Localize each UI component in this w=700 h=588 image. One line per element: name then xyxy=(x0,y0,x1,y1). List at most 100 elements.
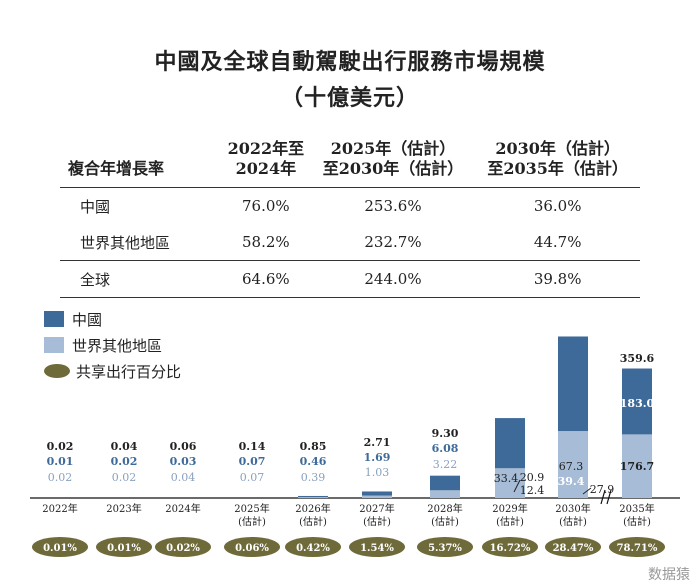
china-label-3: 0.07 xyxy=(239,455,266,468)
total-label-4: 0.85 xyxy=(300,440,327,453)
cagr-cell: 232.7% xyxy=(310,224,476,261)
share-oval-0 xyxy=(32,537,88,557)
total-label-0: 0.02 xyxy=(47,440,74,453)
rest-label-6: 3.22 xyxy=(433,458,458,471)
share-label-0: 0.01% xyxy=(43,543,77,554)
share-oval-4 xyxy=(285,537,341,557)
total-label-8: 67.3 xyxy=(559,460,584,473)
cagr-row-rest: 世界其他地區 58.2% 232.7% 44.7% xyxy=(60,224,640,261)
chart-legend: 中國 世界其他地區 共享出行百分比 xyxy=(44,306,181,384)
x-tick-label-4: 2026年 xyxy=(295,502,330,515)
cagr-row-label: 中國 xyxy=(80,197,111,216)
china-label-1: 0.02 xyxy=(111,455,138,468)
share-oval-2 xyxy=(155,537,211,557)
cagr-col-header-line2: 2024年 xyxy=(235,159,297,178)
legend-item-rest: 世界其他地區 xyxy=(44,332,181,358)
bar-china-6 xyxy=(430,475,460,491)
legend-label-share: 共享出行百分比 xyxy=(76,362,182,381)
cagr-col-header: 2025年（估計） 至2030年（估計） xyxy=(310,135,476,188)
bar-china-4 xyxy=(298,495,328,498)
watermark: 数据猿 xyxy=(648,567,690,583)
share-label-3: 0.06% xyxy=(235,543,269,554)
cagr-header-row: 複合年增長率 2022年至 2024年 2025年（估計） 至2030年（估計）… xyxy=(60,135,640,188)
cagr-cell: 36.0% xyxy=(533,197,582,215)
rest-label-7: 12.4 xyxy=(520,484,545,497)
bar-china-5 xyxy=(362,491,392,496)
cagr-table: 複合年增長率 2022年至 2024年 2025年（估計） 至2030年（估計）… xyxy=(60,135,640,298)
legend-label-rest: 世界其他地區 xyxy=(72,336,163,355)
bar-china-7 xyxy=(495,418,525,469)
cagr-cell: 76.0% xyxy=(242,197,290,215)
legend-item-share: 共享出行百分比 xyxy=(44,358,181,384)
total-label-1: 0.04 xyxy=(111,440,138,453)
cagr-row-label: 全球 xyxy=(60,260,221,298)
share-oval-9 xyxy=(609,537,665,557)
axis-break-mark xyxy=(600,489,606,505)
cagr-row-label: 世界其他地區 xyxy=(60,224,221,261)
x-tick-sublabel-9: (估計) xyxy=(623,515,651,528)
rest-label-9: 176.7 xyxy=(620,460,654,473)
china-label-7: 20.9 xyxy=(520,471,545,484)
x-tick-sublabel-7: (估計) xyxy=(496,515,524,528)
total-label-5: 2.71 xyxy=(364,436,391,449)
share-oval-8 xyxy=(545,537,601,557)
rest-label-2: 0.04 xyxy=(171,471,196,484)
rest-label-8: 27.9 xyxy=(590,483,615,496)
legend-swatch-rest xyxy=(44,337,64,353)
bar-china-9 xyxy=(622,368,652,435)
x-tick-label-0: 2022年 xyxy=(42,502,77,515)
legend-item-china: 中國 xyxy=(44,306,181,332)
bar-rest-4 xyxy=(298,497,328,498)
cagr-col-header-line2: 至2030年（估計） xyxy=(322,159,464,178)
x-tick-label-3: 2025年 xyxy=(234,502,269,515)
cagr-cell: 64.6% xyxy=(221,260,311,298)
share-label-5: 1.54% xyxy=(360,543,394,554)
x-tick-label-9: 2035年 xyxy=(619,502,654,515)
share-label-8: 28.47% xyxy=(553,543,594,554)
x-tick-label-2: 2024年 xyxy=(165,502,200,515)
chart-subtitle: （十億美元） xyxy=(280,85,419,111)
china-label-2: 0.03 xyxy=(170,455,197,468)
leader-line-7 xyxy=(513,479,521,493)
x-tick-sublabel-5: (估計) xyxy=(363,515,391,528)
x-tick-sublabel-6: (估計) xyxy=(431,515,459,528)
cagr-header-label: 複合年增長率 xyxy=(60,135,221,188)
rest-label-4: 0.39 xyxy=(301,471,326,484)
bar-rest-8 xyxy=(558,431,588,498)
x-tick-label-1: 2023年 xyxy=(106,502,141,515)
china-label-9: 183.0 xyxy=(620,397,655,410)
legend-swatch-china xyxy=(44,311,64,327)
x-tick-label-6: 2028年 xyxy=(427,502,462,515)
leader-line-8 xyxy=(582,487,592,495)
cagr-col-header: 2030年（估計） 至2035年（估計） xyxy=(475,135,640,188)
total-label-6: 9.30 xyxy=(432,427,459,440)
china-label-4: 0.46 xyxy=(300,455,327,468)
cagr-cell: 58.2% xyxy=(221,224,311,261)
bar-china-8 xyxy=(558,336,588,432)
axis-break-mark xyxy=(606,489,612,505)
cagr-col-header-line1: 2025年（估計） xyxy=(330,139,456,158)
x-tick-label-7: 2029年 xyxy=(492,502,527,515)
cagr-cell: 244.0% xyxy=(310,260,476,298)
rest-label-3: 0.07 xyxy=(240,471,265,484)
cagr-cell: 39.8% xyxy=(475,260,640,298)
china-label-6: 6.08 xyxy=(432,442,459,455)
china-label-0: 0.01 xyxy=(47,455,74,468)
total-label-3: 0.14 xyxy=(239,440,266,453)
share-label-2: 0.02% xyxy=(166,543,200,554)
cagr-col-header-line1: 2022年至 xyxy=(227,139,305,158)
share-oval-5 xyxy=(349,537,405,557)
share-label-4: 0.42% xyxy=(296,543,330,554)
chart-title: 中國及全球自動駕駛出行服務市場規模 xyxy=(154,49,546,75)
legend-swatch-share xyxy=(44,364,70,378)
bar-rest-7 xyxy=(495,468,525,498)
cagr-col-header-line1: 2030年（估計） xyxy=(495,139,620,158)
rest-label-0: 0.02 xyxy=(48,471,73,484)
china-label-5: 1.69 xyxy=(364,451,391,464)
rest-label-5: 1.03 xyxy=(365,466,390,479)
x-tick-sublabel-4: (估計) xyxy=(299,515,327,528)
x-tick-label-8: 2030年 xyxy=(555,502,590,515)
cagr-row-global: 全球 64.6% 244.0% 39.8% xyxy=(60,260,640,298)
legend-label-china: 中國 xyxy=(72,310,103,329)
